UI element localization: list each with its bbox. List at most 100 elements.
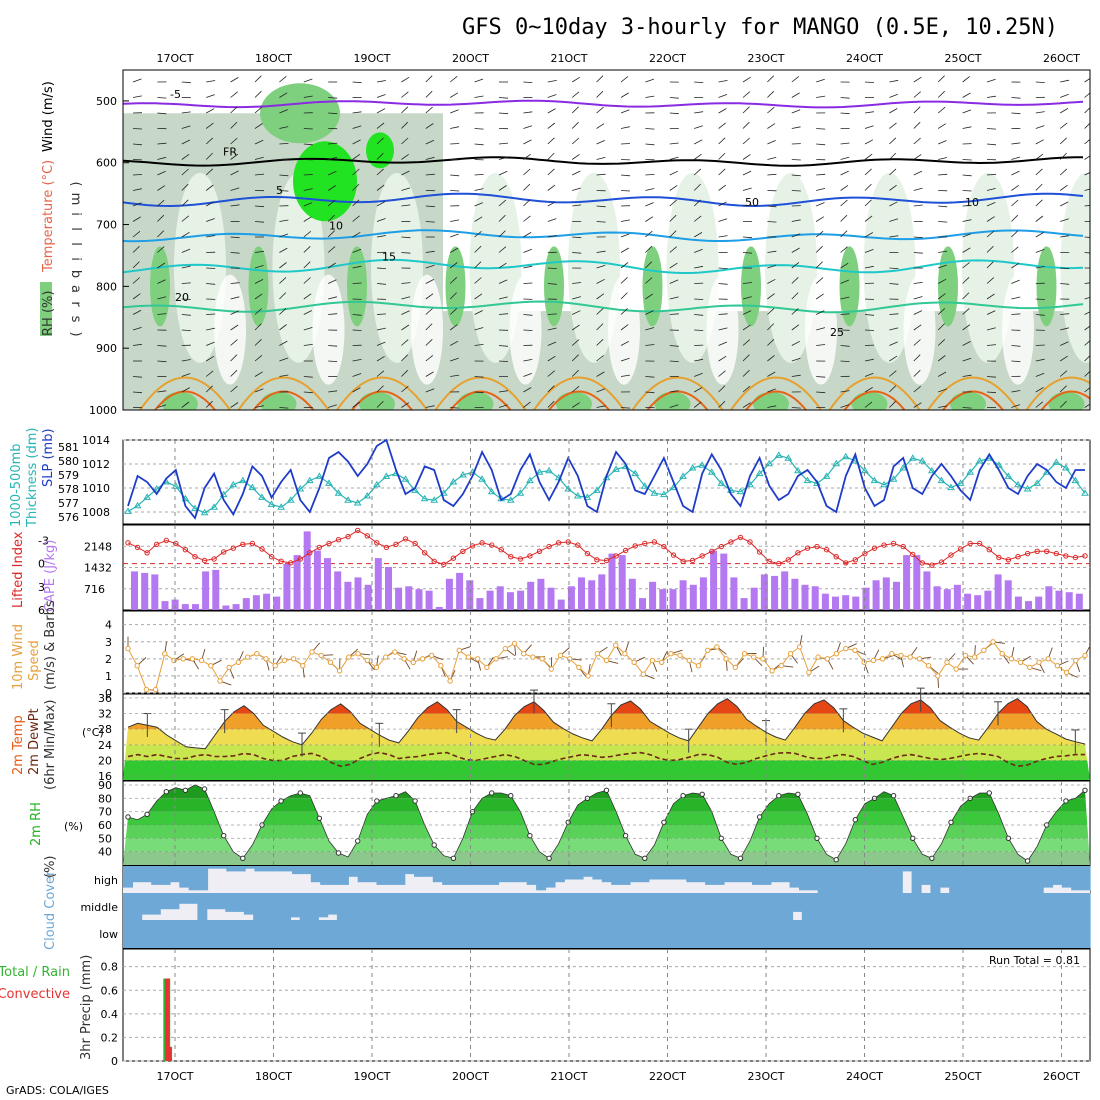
cloud-bar (320, 920, 331, 948)
thickness-point (363, 492, 372, 499)
wind-barb (694, 139, 703, 145)
wind-barb (645, 143, 655, 146)
wind-barb (157, 97, 167, 99)
cloud-bar (457, 893, 468, 920)
cloud-bar (254, 920, 265, 948)
cloud-bar (876, 893, 886, 920)
thickness-point (822, 472, 831, 479)
cloud-bar (429, 893, 440, 920)
cloud-bar (1052, 920, 1063, 948)
cape-bar (964, 593, 972, 610)
isotherm-line (123, 192, 1084, 208)
wind-barb (1011, 345, 1021, 347)
rh-point (852, 817, 858, 823)
cape-bar (445, 578, 453, 610)
rh-point (776, 793, 782, 799)
rh-point (795, 791, 801, 797)
wind-barb (791, 109, 801, 114)
thickness-point (774, 451, 783, 458)
wind-barb (523, 183, 531, 191)
cloud-bar (411, 893, 422, 920)
wind-speed-point (300, 663, 306, 669)
cloud-bar (448, 893, 459, 920)
wind-barb (132, 277, 140, 284)
wind-barb (620, 308, 628, 315)
cloud-bar (178, 893, 189, 904)
wind-barb (840, 404, 850, 408)
wind-barb (815, 245, 823, 253)
wind-barb (864, 329, 875, 331)
rh-tick-label: 90 (98, 779, 112, 792)
cape-bar (527, 581, 535, 610)
wind-barb (1011, 313, 1021, 315)
wind-barb (840, 97, 850, 99)
rh-point (929, 855, 935, 861)
rh-point (699, 791, 705, 797)
wind-barb (157, 345, 167, 347)
wind-speed-point (613, 642, 619, 648)
wind-barb (254, 250, 264, 253)
lifted-point (374, 540, 380, 546)
cape-bar (872, 580, 880, 610)
cape-axis-label: CAPE (J/kg) (43, 540, 58, 612)
lifted-point (345, 533, 351, 540)
cloud-bar (206, 893, 217, 910)
cloud-bar (808, 920, 819, 948)
wind-speed-point (907, 654, 913, 660)
cloud-bar (921, 866, 931, 885)
wind-barb (767, 388, 776, 393)
wind-barb (181, 81, 191, 84)
cloud-bar (620, 920, 631, 948)
wind-barb (279, 126, 289, 129)
wind-barb (718, 283, 728, 285)
thickness-point (937, 476, 946, 484)
wind-barb (596, 355, 604, 362)
lifted-point (977, 540, 983, 547)
cloud-bar (550, 893, 561, 920)
lifted-point (718, 543, 724, 550)
wind-barb (620, 407, 631, 409)
thickness-point (1004, 472, 1013, 479)
cape-bar (131, 571, 138, 610)
cloud-bar (374, 893, 384, 920)
wind-barb (547, 184, 556, 191)
cape-bar (842, 595, 850, 610)
cloud-bar (1043, 893, 1054, 920)
thickness-point (1071, 476, 1080, 484)
cape-bar (293, 555, 301, 610)
wind-barb (986, 310, 996, 315)
cloud-bar (470, 866, 481, 885)
cloud-bar (564, 920, 575, 948)
cloud-bar (592, 866, 603, 880)
lifted-point (622, 547, 629, 554)
wind-speed-point (916, 656, 923, 662)
wind-speed-point (732, 664, 738, 671)
wind-barb (986, 202, 996, 207)
lifted-point (890, 540, 897, 547)
wind-barb (962, 308, 970, 315)
rh-surface-moist (359, 391, 395, 410)
rh-band (123, 838, 1090, 852)
cloud-bar (536, 866, 547, 891)
cloud-bar (902, 920, 913, 948)
wind-speed-point (686, 657, 692, 664)
isotherm-label: -5 (170, 88, 181, 101)
thickness-point (315, 472, 324, 479)
cape-bar (1055, 590, 1063, 610)
rh-point (144, 811, 150, 817)
wind-barb (889, 218, 899, 222)
cloud-bar (874, 920, 885, 948)
cloud-bar (1061, 920, 1072, 948)
bottom-tick-label: 22OCT (649, 1070, 686, 1083)
wind-barb (303, 261, 311, 269)
cape-bar (1004, 580, 1012, 610)
wind-barb (962, 407, 972, 409)
cloud-bar (941, 893, 952, 920)
wind-barb (840, 390, 850, 393)
cape-bar (192, 604, 199, 610)
rh-point (221, 833, 227, 839)
